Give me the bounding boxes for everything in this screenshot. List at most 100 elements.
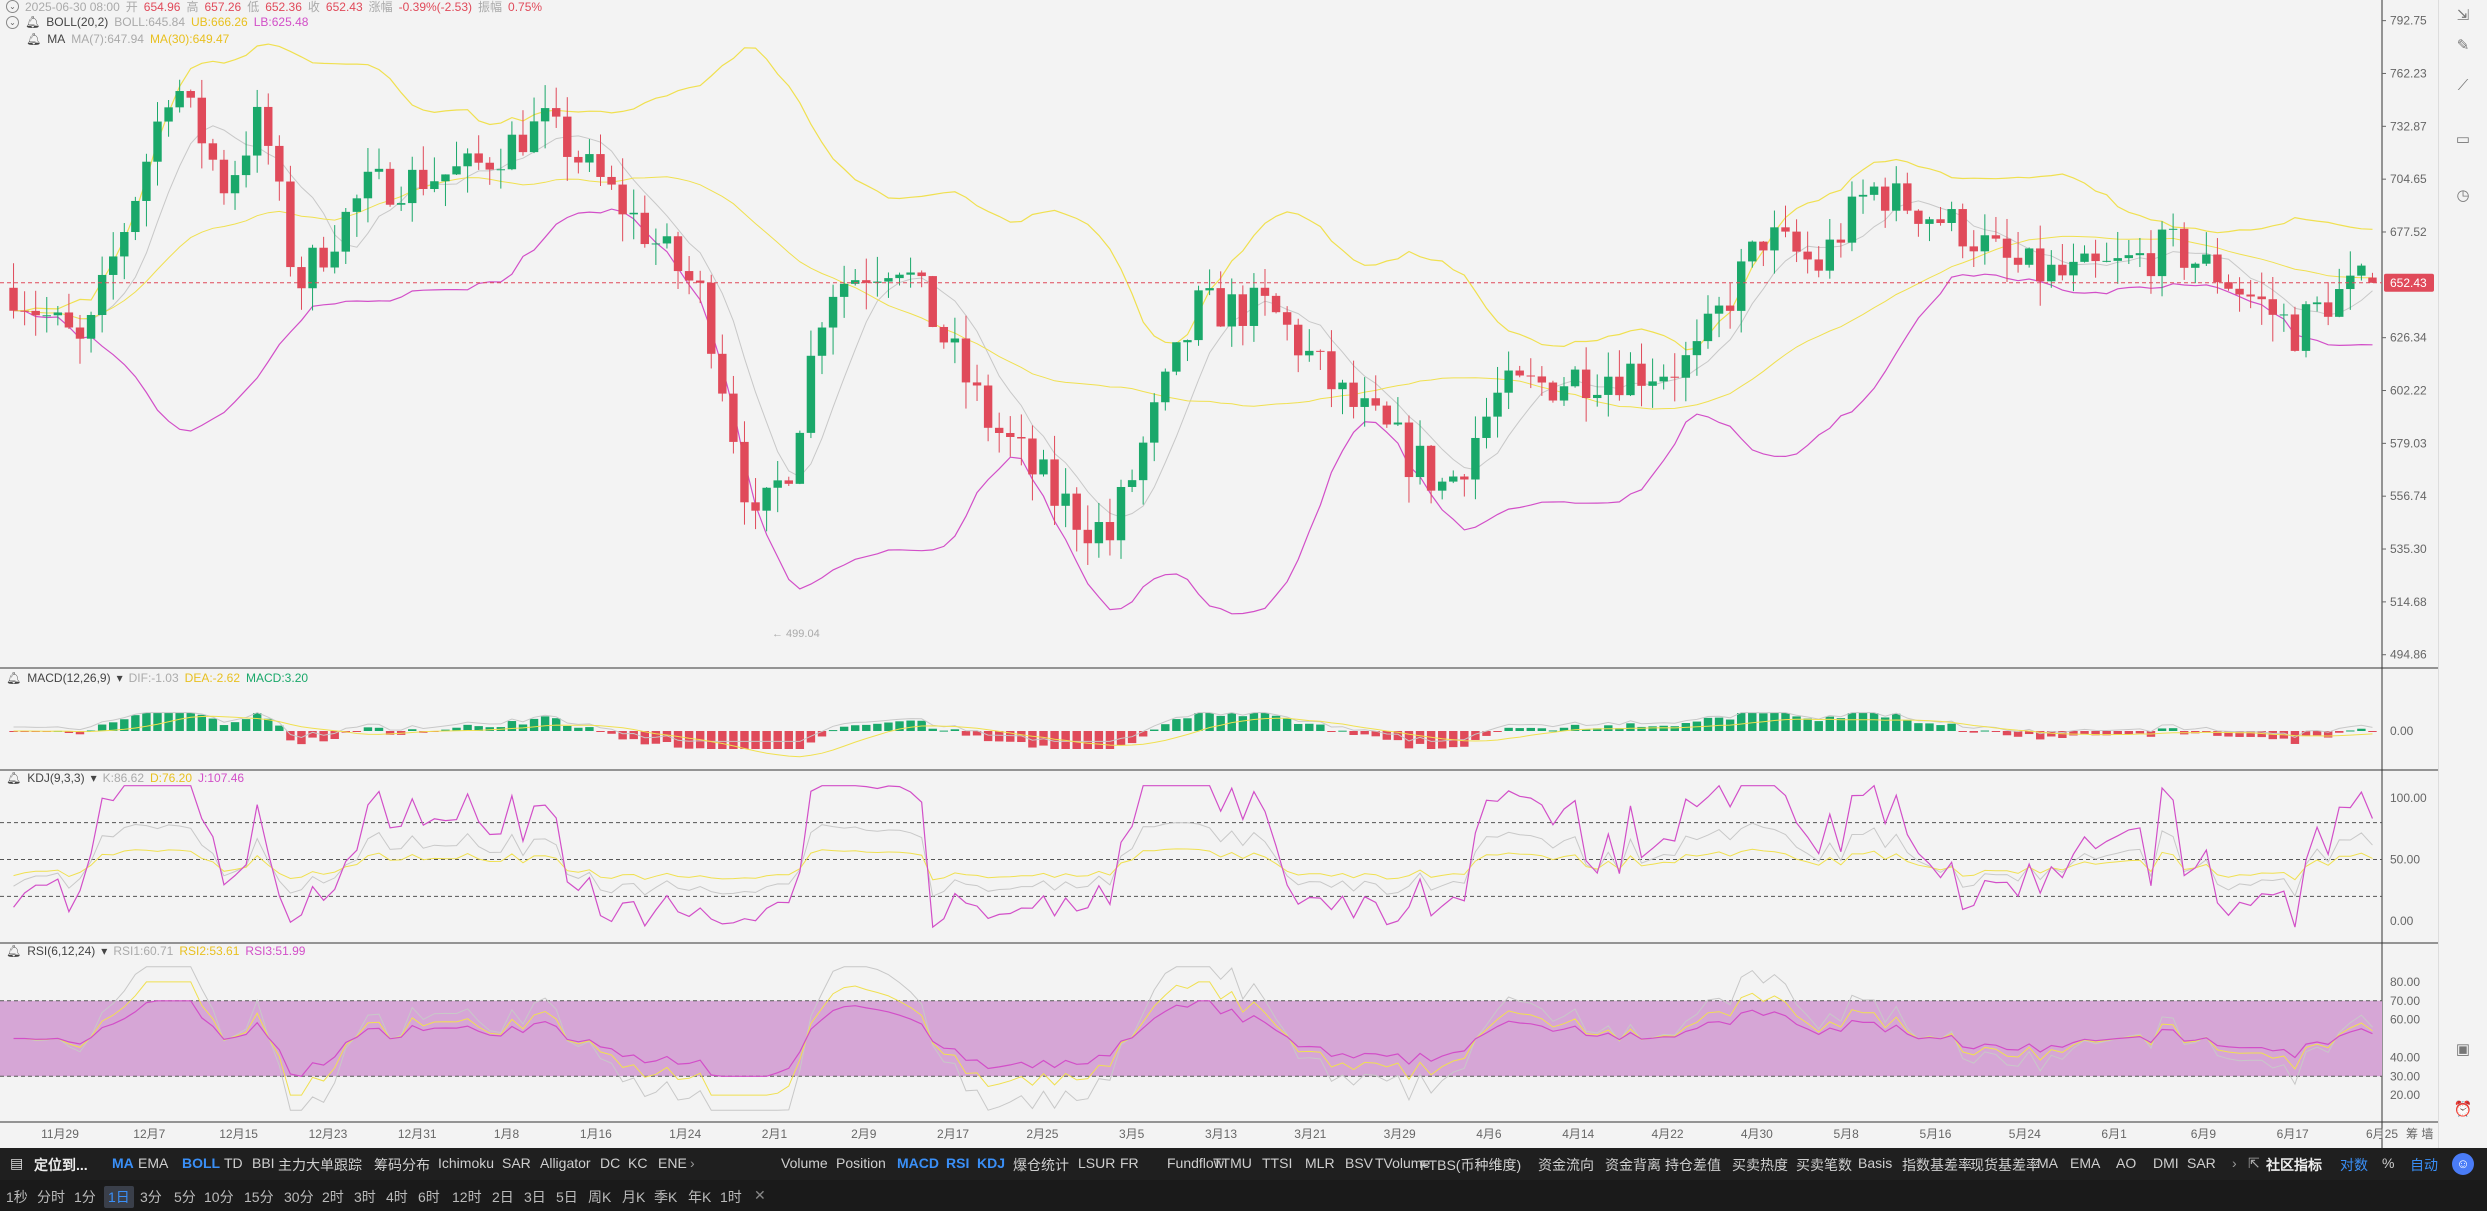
indicator-ema[interactable]: EMA	[138, 1155, 169, 1171]
chevron-right-icon[interactable]: ›	[690, 1155, 695, 1171]
dropdown-icon[interactable]: ▾	[90, 771, 97, 785]
timeframe-10[interactable]: 3时	[354, 1189, 376, 1205]
indicator-alligator[interactable]: Alligator	[540, 1155, 591, 1171]
timeframe-14[interactable]: 2日	[492, 1189, 514, 1205]
timeframe-4[interactable]: 3分	[140, 1189, 162, 1205]
timeframe-17[interactable]: 周K	[588, 1189, 612, 1205]
sub-indicator-5[interactable]: 爆仓统计	[1013, 1157, 1069, 1173]
bell-icon[interactable]: 🔔︎	[6, 671, 22, 685]
sub-indicator-3[interactable]: RSI	[946, 1155, 970, 1171]
log-scale-button[interactable]: 对数	[2340, 1157, 2368, 1173]
sub-indicator-21[interactable]: 指数基差率	[1902, 1157, 1972, 1173]
sub-indicator-13[interactable]: TVolume	[1375, 1155, 1431, 1171]
support-chat-icon[interactable]: ☺	[2452, 1153, 2474, 1175]
percent-scale-button[interactable]: %	[2382, 1155, 2395, 1171]
sub-indicator-16[interactable]: 资金背离	[1605, 1157, 1661, 1173]
timeframe-21[interactable]: 1时	[720, 1189, 742, 1205]
timeframe-8[interactable]: 30分	[284, 1189, 314, 1205]
dropdown-icon[interactable]: ▾	[116, 671, 123, 685]
timeframe-9[interactable]: 2时	[322, 1189, 344, 1205]
timeframe-5[interactable]: 5分	[174, 1189, 196, 1205]
candle-body	[1748, 241, 1757, 262]
auto-scale-button[interactable]: 自动	[2410, 1157, 2438, 1173]
candle-body	[1305, 350, 1314, 356]
timeframe-12[interactable]: 6时	[418, 1189, 440, 1205]
sub-indicator-0[interactable]: Volume	[781, 1155, 828, 1171]
sub-indicator-4[interactable]: KDJ	[977, 1155, 1006, 1171]
locate-icon[interactable]: ▤	[10, 1155, 24, 1171]
sub-indicator-19[interactable]: 买卖笔数	[1796, 1157, 1852, 1173]
timeframe-15[interactable]: 3日	[524, 1189, 546, 1205]
indicator-boll[interactable]: BOLL	[182, 1155, 221, 1171]
timeframe-19[interactable]: 季K	[654, 1189, 678, 1205]
macd-bar	[363, 727, 373, 731]
macd-bar	[1327, 731, 1336, 732]
sub-indicator-6[interactable]: LSUR	[1078, 1155, 1116, 1171]
timeframe-1[interactable]: 分时	[37, 1189, 65, 1205]
clock-icon[interactable]: ◷	[2456, 187, 2470, 204]
bell-icon[interactable]: 🔔︎	[6, 944, 22, 958]
macd-bar	[2268, 731, 2277, 740]
export-icon[interactable]: ⇲	[2456, 7, 2470, 24]
sub-indicator-26[interactable]: DMI	[2153, 1155, 2179, 1171]
indicator-ma[interactable]: MA	[112, 1155, 134, 1171]
sub-indicator-24[interactable]: EMA	[2070, 1155, 2101, 1171]
sub-indicator-8[interactable]: Fundflow	[1167, 1155, 1224, 1171]
chart-canvas[interactable]: 792.75 762.23 732.87 704.65 677.52 626.34 602.…	[0, 0, 2438, 1148]
sub-indicator-9[interactable]: TTMU	[1213, 1155, 1252, 1171]
indicator-sar[interactable]: SAR	[502, 1155, 531, 1171]
timeframe-16[interactable]: 5日	[556, 1189, 578, 1205]
indicator-筹码分布[interactable]: 筹码分布	[374, 1157, 430, 1173]
sub-indicator-20[interactable]: Basis	[1858, 1155, 1893, 1171]
trend-icon[interactable]: ⟋	[2457, 77, 2469, 94]
sub-indicator-17[interactable]: 持仓差值	[1665, 1157, 1721, 1173]
timeframe-2[interactable]: 1分	[74, 1189, 96, 1205]
sub-indicator-14[interactable]: FTBS(币种维度)	[1420, 1157, 1522, 1173]
timeframe-20[interactable]: 年K	[688, 1189, 712, 1205]
indicator-ene[interactable]: ENE	[658, 1155, 687, 1171]
collapse-icon[interactable]: ⌄	[6, 0, 19, 13]
timeframe-13[interactable]: 12时	[452, 1189, 482, 1205]
timeframe-3[interactable]: 1日	[104, 1186, 134, 1208]
indicator-td[interactable]: TD	[224, 1155, 243, 1171]
timeframe-11[interactable]: 4时	[386, 1189, 408, 1205]
indicator-ichimoku[interactable]: Ichimoku	[438, 1155, 495, 1171]
sub-indicator-18[interactable]: 买卖热度	[1732, 1157, 1788, 1173]
indicator-dc[interactable]: DC	[600, 1155, 621, 1171]
locate-button[interactable]: 定位到...	[34, 1157, 88, 1173]
sub-indicator-27[interactable]: SAR	[2187, 1155, 2216, 1171]
sub-indicator-10[interactable]: TTSI	[1262, 1155, 1293, 1171]
indicator-主力大单跟踪[interactable]: 主力大单跟踪	[278, 1157, 362, 1173]
sub-indicator-15[interactable]: 资金流向	[1538, 1157, 1594, 1173]
sub-indicator-11[interactable]: MLR	[1305, 1155, 1335, 1171]
sub-indicator-12[interactable]: BSV	[1345, 1155, 1374, 1171]
sub-indicator-22[interactable]: 现货基差率	[1970, 1157, 2040, 1173]
chart-type-icon[interactable]: ▭	[2455, 131, 2471, 148]
layout-icon[interactable]: ▣	[2455, 1041, 2471, 1058]
indicator-kc[interactable]: KC	[628, 1155, 648, 1171]
drawing-tool-icon[interactable]: ✎	[2456, 37, 2470, 54]
community-indicators-button[interactable]: 社区指标	[2266, 1157, 2322, 1173]
timeframe-18[interactable]: 月K	[622, 1189, 646, 1205]
bell-icon[interactable]: 🔔︎	[26, 32, 42, 46]
sub-indicator-1[interactable]: Position	[836, 1155, 886, 1171]
close-icon[interactable]: ✕	[754, 1187, 766, 1203]
sub-indicator-7[interactable]: FR	[1120, 1155, 1139, 1171]
sub-indicator-2[interactable]: MACD	[897, 1155, 939, 1171]
macd-bar	[1205, 713, 1214, 731]
timeframe-0[interactable]: 1秒	[6, 1189, 28, 1205]
timeframe-6[interactable]: 10分	[204, 1189, 234, 1205]
alarm-icon[interactable]: ⏰	[2453, 1101, 2473, 1118]
chevron-right-icon[interactable]: ›	[2232, 1155, 2237, 1171]
community-icon[interactable]: ⇱	[2248, 1155, 2260, 1171]
sub-indicator-23[interactable]: MA	[2037, 1155, 2058, 1171]
indicator-bbi[interactable]: BBI	[252, 1155, 275, 1171]
collapse-icon[interactable]: ⌄	[6, 15, 19, 29]
bell-icon[interactable]: 🔔︎	[25, 15, 41, 29]
sub-indicator-25[interactable]: AO	[2116, 1155, 2137, 1171]
candle-body	[86, 315, 96, 339]
bell-icon[interactable]: 🔔︎	[6, 771, 22, 785]
date-axis-label: 4月14	[1562, 1127, 1594, 1141]
timeframe-7[interactable]: 15分	[244, 1189, 274, 1205]
dropdown-icon[interactable]: ▾	[101, 944, 108, 958]
